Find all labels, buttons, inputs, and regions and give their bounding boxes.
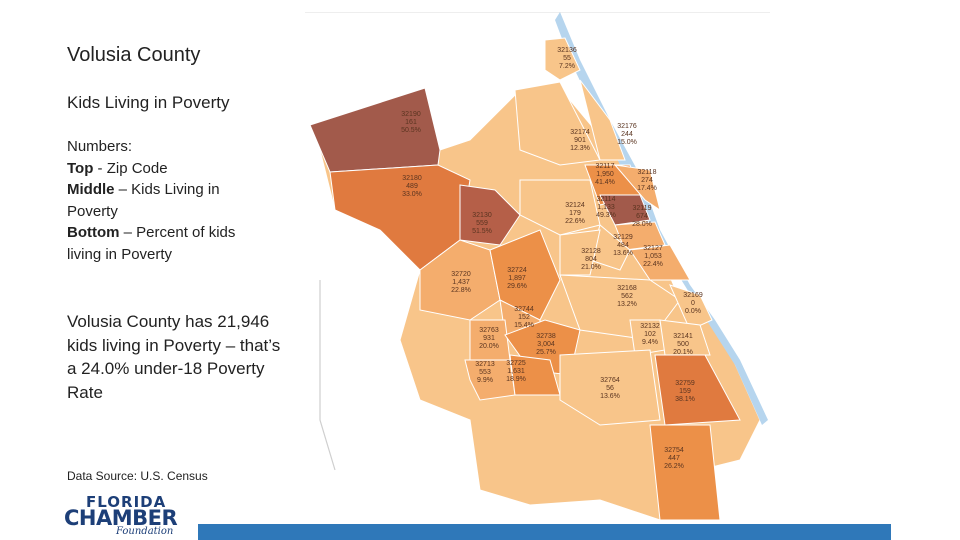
zip-label-32141: 32141 500 20.1% <box>673 333 693 356</box>
legend: Numbers: Top - Zip Code Middle – Kids Li… <box>67 136 267 265</box>
zip-label-32764: 32764 56 13.6% <box>600 377 620 400</box>
region-32174 <box>514 81 601 166</box>
zip-label-32724: 32724 1,897 29.6% <box>507 267 527 290</box>
zip-label-32118: 32118 274 17.4% <box>637 169 657 192</box>
zip-label-32129: 32129 484 13.6% <box>613 234 633 257</box>
region-32141 <box>659 319 711 356</box>
region-32764 <box>559 349 661 426</box>
zip-label-32763: 32763 931 20.0% <box>479 327 499 350</box>
volusia-map: 32136 55 7.2% 32190 161 50.5% 32174 901 12.3% 321… <box>305 12 770 527</box>
data-source: Data Source: U.S. Census <box>67 469 208 483</box>
page-title: Volusia County <box>67 44 201 66</box>
region-32169 <box>669 284 713 331</box>
region-32118 <box>613 164 661 212</box>
region-32713 <box>464 359 516 401</box>
region-32114 <box>599 194 651 226</box>
coastal-water <box>555 12 768 425</box>
region-32724 <box>489 229 561 321</box>
region-32754 <box>649 424 721 521</box>
region-32124 <box>519 179 601 236</box>
zip-label-32128: 32128 804 21.0% <box>581 248 601 271</box>
zip-labels: 32136 55 7.2%32190 161 50.5% 32174 901 12.3%321… <box>401 47 703 470</box>
zip-label-32176: 32176 244 15.0% <box>617 123 637 146</box>
legend-top: Top - Zip Code <box>67 159 168 177</box>
region-32190 <box>309 87 441 173</box>
region-32759 <box>654 354 741 426</box>
legend-bottom: Bottom – Percent of kids living in Pover… <box>67 224 236 263</box>
zip-label-32720: 32720 1,437 22.8% <box>451 271 471 294</box>
footer-accent-bar <box>198 524 891 540</box>
zip-label-32114: 32114 1,133 49.3% <box>596 196 616 219</box>
region-32119 <box>614 221 666 251</box>
zip-label-32754: 32754 447 26.2% <box>664 447 684 470</box>
page-subtitle: Kids Living in Poverty <box>67 93 230 112</box>
zip-label-32169: 32169 0 0.0% <box>683 292 703 315</box>
zip-label-32190: 32190 161 50.5% <box>401 111 421 134</box>
zip-label-32117: 32117 1,950 41.4% <box>595 163 615 186</box>
zip-label-32130: 32130 559 51.5% <box>472 212 492 235</box>
zip-label-32132: 32132 102 9.4% <box>640 323 660 346</box>
region-32128 <box>559 229 601 276</box>
zip-label-32119: 32119 674 28.0% <box>632 205 652 228</box>
region-32130 <box>459 184 521 246</box>
summary-text: Volusia County has 21,946 kids living in… <box>67 312 281 402</box>
zip-label-32713: 32713 553 9.9% <box>475 361 495 384</box>
zip-label-32127: 32127 1,053 22.4% <box>643 245 663 268</box>
region-32136 <box>544 37 581 81</box>
zip-label-32124: 32124 179 22.6% <box>565 202 585 225</box>
zip-label-32725: 32725 1,631 18.9% <box>506 360 526 383</box>
zip-label-32759: 32759 159 38.1% <box>675 380 695 403</box>
zip-label-32168: 32168 562 13.2% <box>617 285 637 308</box>
zip-label-32744: 32744 152 15.4% <box>514 306 534 329</box>
legend-middle: Middle – Kids Living in Poverty <box>67 181 220 220</box>
region-32176 <box>579 79 626 161</box>
florida-chamber-logo: FLORIDA CHAMBER Foundation <box>64 493 178 537</box>
zip-label-32136: 32136 55 7.2% <box>557 47 577 70</box>
region-32127 <box>629 244 691 281</box>
zip-label-32174: 32174 901 12.3% <box>570 129 590 152</box>
zip-label-32738: 32738 3,004 25.7% <box>536 333 556 356</box>
legend-heading: Numbers: <box>67 138 133 155</box>
zip-label-32180: 32180 489 33.0% <box>402 175 422 198</box>
